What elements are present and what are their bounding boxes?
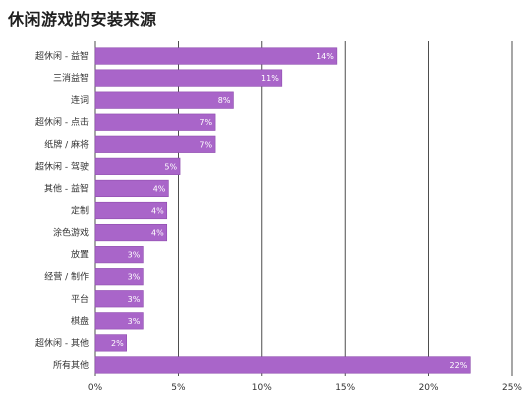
bar-value-label: 3% bbox=[128, 295, 141, 304]
bar bbox=[94, 268, 144, 286]
value-labels: 14% 11% 8% 7% 7% 5% 4% 4% 4% 3% 3% 3% 3% 2% 22% bbox=[111, 52, 468, 370]
bar bbox=[94, 290, 144, 308]
bar bbox=[94, 246, 144, 264]
bar-value-label: 3% bbox=[128, 251, 141, 260]
bar bbox=[94, 157, 181, 175]
bar-value-label: 3% bbox=[128, 317, 141, 326]
category-label: 放置 bbox=[71, 249, 89, 261]
bar-value-label: 4% bbox=[151, 229, 164, 238]
x-tick-label: 0% bbox=[88, 383, 103, 393]
bar-value-label: 5% bbox=[164, 162, 177, 171]
bar bbox=[94, 47, 338, 65]
bar bbox=[94, 179, 169, 198]
x-tick-label: 5% bbox=[171, 383, 186, 393]
category-label: 纸牌 / 麻将 bbox=[44, 138, 89, 150]
x-tick-labels: 0% 5% 10% 15% 20% 25% bbox=[88, 383, 523, 393]
bar bbox=[94, 113, 216, 131]
bar bbox=[94, 69, 283, 87]
category-label: 超休闲 - 其他 bbox=[35, 337, 89, 349]
bar-value-label: 4% bbox=[151, 207, 164, 216]
bar-value-label: 7% bbox=[199, 118, 212, 127]
bar bbox=[94, 135, 216, 153]
category-label: 定制 bbox=[71, 205, 89, 217]
category-label: 所有其他 bbox=[53, 359, 89, 371]
bar-value-label: 22% bbox=[450, 361, 468, 370]
bar bbox=[94, 201, 168, 220]
category-label: 超休闲 - 益智 bbox=[35, 50, 89, 62]
bars bbox=[94, 47, 471, 374]
category-label: 三消益智 bbox=[53, 72, 89, 84]
x-tick-label: 25% bbox=[502, 383, 522, 393]
bar-value-label: 11% bbox=[261, 74, 279, 83]
category-label: 棋盘 bbox=[71, 315, 89, 327]
bar-value-label: 2% bbox=[111, 339, 124, 348]
x-tick-label: 15% bbox=[335, 383, 355, 393]
category-label: 超休闲 - 驾驶 bbox=[35, 160, 89, 172]
category-label: 平台 bbox=[71, 293, 89, 305]
bar bbox=[94, 334, 127, 352]
bar bbox=[94, 223, 168, 242]
bar bbox=[94, 356, 471, 374]
bar-value-label: 4% bbox=[153, 184, 166, 193]
category-label: 其他 - 益智 bbox=[44, 182, 89, 194]
bar bbox=[94, 312, 144, 330]
bar-value-label: 3% bbox=[128, 273, 141, 282]
bar-value-label: 7% bbox=[199, 140, 212, 149]
x-tick-label: 20% bbox=[419, 383, 439, 393]
x-tick-label: 10% bbox=[252, 383, 272, 393]
category-label: 经营 / 制作 bbox=[44, 271, 89, 283]
bar-value-label: 8% bbox=[218, 96, 231, 105]
category-label: 连词 bbox=[71, 94, 89, 106]
bar bbox=[94, 91, 234, 109]
chart-title: 休闲游戏的安装来源 bbox=[8, 10, 157, 29]
category-label: 超休闲 - 点击 bbox=[35, 116, 89, 128]
bar-value-label: 14% bbox=[316, 52, 334, 61]
category-label: 涂色游戏 bbox=[53, 227, 89, 239]
